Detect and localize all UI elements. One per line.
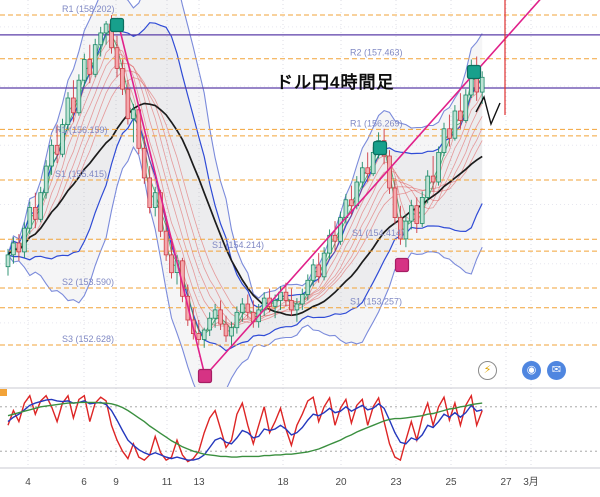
x-tick-label: 20 — [335, 477, 347, 488]
x-tick-label: 13 — [193, 477, 205, 488]
x-tick-label: 18 — [277, 477, 289, 488]
camera-icon[interactable]: ◉ — [522, 361, 541, 380]
pivot-label: R2 (157.463) — [350, 48, 403, 58]
sell-signal-marker[interactable] — [109, 17, 125, 33]
pivot-label: S1 (155.415) — [55, 169, 107, 179]
hand-drawn-squiggle[interactable] — [475, 95, 501, 127]
oscillator-line-fast — [7, 393, 483, 463]
x-tick-label: 3月 — [523, 476, 539, 488]
x-tick-label: 4 — [25, 477, 31, 488]
camera-glyph: ◉ — [526, 364, 537, 376]
pivot-label: R1 (156.269) — [350, 118, 403, 128]
sell-signal-marker[interactable] — [372, 140, 388, 156]
pivot-label: S1 (154.414) — [352, 228, 404, 238]
x-tick-label: 25 — [445, 477, 457, 488]
oscillator-panel[interactable] — [0, 393, 600, 463]
main-panel[interactable] — [0, 0, 600, 403]
pivot-label: S1 (153.257) — [350, 297, 402, 307]
oscillator-handle[interactable] — [0, 389, 7, 396]
pivot-lines-layer — [0, 14, 600, 346]
buy-signal-marker[interactable] — [197, 368, 213, 384]
candles-layer — [5, 15, 485, 348]
chat-glyph: ✉ — [551, 364, 562, 376]
flash-icon[interactable]: ⚡ — [478, 361, 497, 380]
oscillator-line-slow — [7, 401, 483, 458]
pivot-label: S1 (154.214) — [212, 240, 264, 250]
x-tick-label: 23 — [390, 477, 402, 488]
floating-icons: ⚡ ◉ ✉ — [478, 361, 566, 380]
pivot-label: S3 (152.628) — [62, 334, 114, 344]
chat-icon[interactable]: ✉ — [547, 361, 566, 380]
x-tick-label: 27 — [500, 477, 512, 488]
x-tick-label: 6 — [81, 477, 87, 488]
pivot-label: S2 (153.590) — [62, 277, 114, 287]
sell-signal-marker[interactable] — [466, 64, 482, 80]
x-tick-label: 11 — [162, 477, 173, 488]
pivot-label: R1 (156.159) — [55, 125, 108, 135]
buy-signal-marker[interactable] — [394, 257, 410, 273]
x-tick-label: 9 — [113, 477, 119, 488]
chart-title: ドル円4時間足 — [276, 73, 395, 92]
flash-glyph: ⚡ — [483, 364, 492, 376]
pivot-label: R1 (158.202) — [62, 4, 115, 14]
